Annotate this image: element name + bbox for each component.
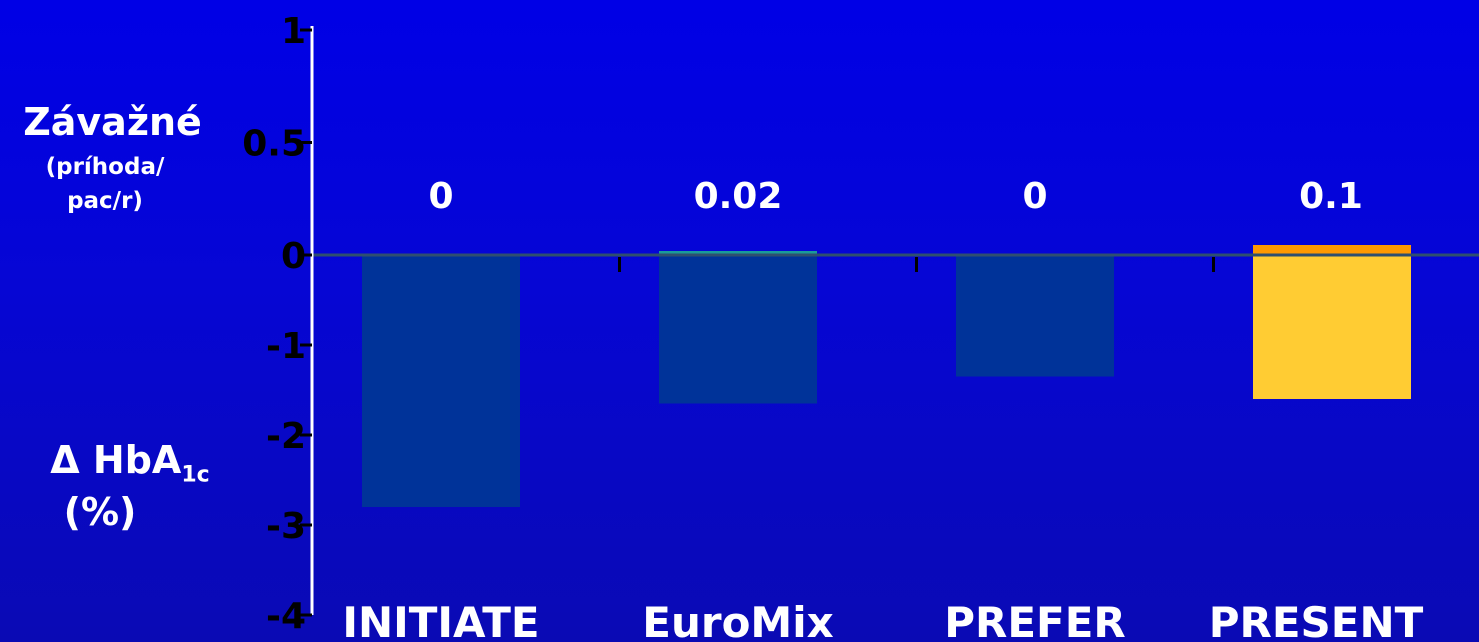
- y-tick-label: 1: [281, 11, 306, 52]
- category-label: PRESENT: [1209, 598, 1424, 642]
- y-tick-label: 0: [281, 236, 306, 277]
- y-tick-label: -1: [266, 326, 306, 367]
- bar-euromix: [659, 255, 817, 404]
- hba1c-subscript: 1c: [181, 462, 210, 488]
- data-label: 0.02: [694, 176, 783, 217]
- y-tick-label: -3: [266, 506, 306, 547]
- y-tick-label: 0.5: [242, 124, 306, 165]
- hba1c-label: Δ HbA1c: [30, 438, 230, 488]
- serious-unit-line2: pac/r): [67, 188, 143, 214]
- y-tick-label: -2: [266, 416, 306, 457]
- serious-events-unit: (príhoda/ pac/r): [10, 150, 200, 218]
- serious-events-label: Závažné: [23, 100, 202, 144]
- bar-prefer: [956, 255, 1114, 377]
- hba1c-prefix: Δ HbA: [50, 438, 182, 482]
- event-bar-euromix: [659, 251, 817, 255]
- hba1c-unit: (%): [63, 490, 137, 534]
- category-label: INITIATE: [342, 598, 539, 642]
- serious-unit-line1: (príhoda/: [45, 154, 165, 180]
- data-label: 0: [428, 176, 453, 217]
- data-label: 0.1: [1299, 176, 1363, 217]
- data-label: 0: [1022, 176, 1047, 217]
- bar-present: [1253, 255, 1411, 399]
- event-bar-present: [1253, 245, 1411, 255]
- category-label: EuroMix: [642, 598, 833, 642]
- category-label: PREFER: [944, 598, 1126, 642]
- y-tick-label: -4: [266, 596, 306, 637]
- bar-initiate: [362, 255, 520, 507]
